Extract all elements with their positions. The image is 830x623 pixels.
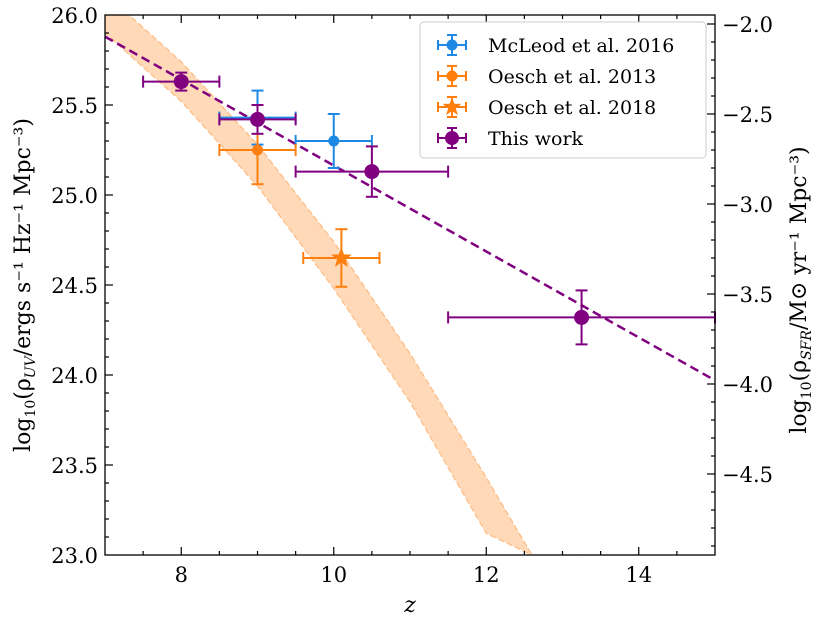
legend-marker-oesch13 bbox=[437, 65, 467, 87]
y-left-tick-label: 23.0 bbox=[51, 544, 98, 568]
y-right-tick-label: −3.0 bbox=[722, 193, 773, 217]
legend-marker-oesch18 bbox=[437, 96, 467, 118]
legend: McLeod et al. 2016 Oesch et al. 2013 Oes… bbox=[419, 21, 707, 159]
y-right-tick-label: −2.0 bbox=[722, 13, 773, 37]
legend-marker-this_work bbox=[437, 127, 467, 149]
legend-label-oesch13: Oesch et al. 2013 bbox=[488, 66, 656, 88]
y-left-tick-label: 24.5 bbox=[51, 274, 98, 298]
legend-box bbox=[419, 21, 707, 159]
legend-circle bbox=[446, 39, 458, 51]
data-point-oesch18-0 bbox=[302, 228, 381, 288]
circle-marker bbox=[250, 111, 265, 127]
y-left-tick-label: 23.5 bbox=[51, 454, 98, 478]
legend-circle bbox=[446, 70, 458, 82]
y-left-tick-label: 25.5 bbox=[51, 94, 98, 118]
legend-markers bbox=[437, 34, 467, 149]
legend-label-mcleod: McLeod et al. 2016 bbox=[488, 35, 674, 57]
y-left-tick-label: 24.0 bbox=[51, 364, 98, 388]
legend-label-oesch18: Oesch et al. 2018 bbox=[488, 97, 656, 119]
y-right-tick-label: −3.5 bbox=[722, 283, 773, 307]
legend-label-this-work: This work bbox=[488, 128, 584, 150]
x-tick-label: 12 bbox=[473, 563, 500, 587]
y-right-tick-label: −4.5 bbox=[722, 463, 773, 487]
y-axis-right-title: log10(ρSFR/M⊙ yr⁻¹ Mpc⁻³) bbox=[787, 146, 815, 433]
circle-marker bbox=[574, 309, 590, 325]
data-point-this_work-0 bbox=[142, 71, 221, 92]
legend-marker-mcleod bbox=[437, 34, 467, 56]
legend-circle bbox=[445, 131, 459, 145]
circle-marker bbox=[252, 144, 263, 156]
legend-star bbox=[442, 97, 462, 116]
circle-marker bbox=[173, 74, 189, 90]
x-tick-label: 14 bbox=[625, 563, 652, 587]
data-point-this_work-2 bbox=[294, 145, 450, 198]
x-axis-title: z bbox=[403, 593, 416, 618]
y-right-tick-label: −4.0 bbox=[722, 373, 773, 397]
star-marker bbox=[330, 247, 352, 267]
data-point-this_work-3 bbox=[447, 289, 716, 346]
data-point-mcleod-1 bbox=[294, 113, 373, 169]
fit-line bbox=[104, 35, 716, 382]
x-tick-label: 8 bbox=[175, 563, 188, 587]
x-tick-label: 10 bbox=[320, 563, 347, 587]
ticks-layer: 8 10 12 14 23.0 23.5 24.0 24.5 25.0 25.5 26.0 −2.0 −… bbox=[51, 4, 773, 587]
fit-line-layer bbox=[104, 35, 716, 382]
circle-marker bbox=[328, 135, 340, 147]
circle-marker bbox=[364, 164, 380, 180]
y-left-tick-label: 26.0 bbox=[51, 4, 98, 28]
y-right-tick-label: −2.5 bbox=[722, 103, 773, 127]
data-points-layer bbox=[142, 71, 716, 346]
data-point-this_work-1 bbox=[218, 104, 297, 135]
y-left-tick-label: 25.0 bbox=[51, 184, 98, 208]
y-axis-left-title: log10(ρUV/ergs s⁻¹ Hz⁻¹ Mpc⁻³) bbox=[11, 118, 39, 452]
